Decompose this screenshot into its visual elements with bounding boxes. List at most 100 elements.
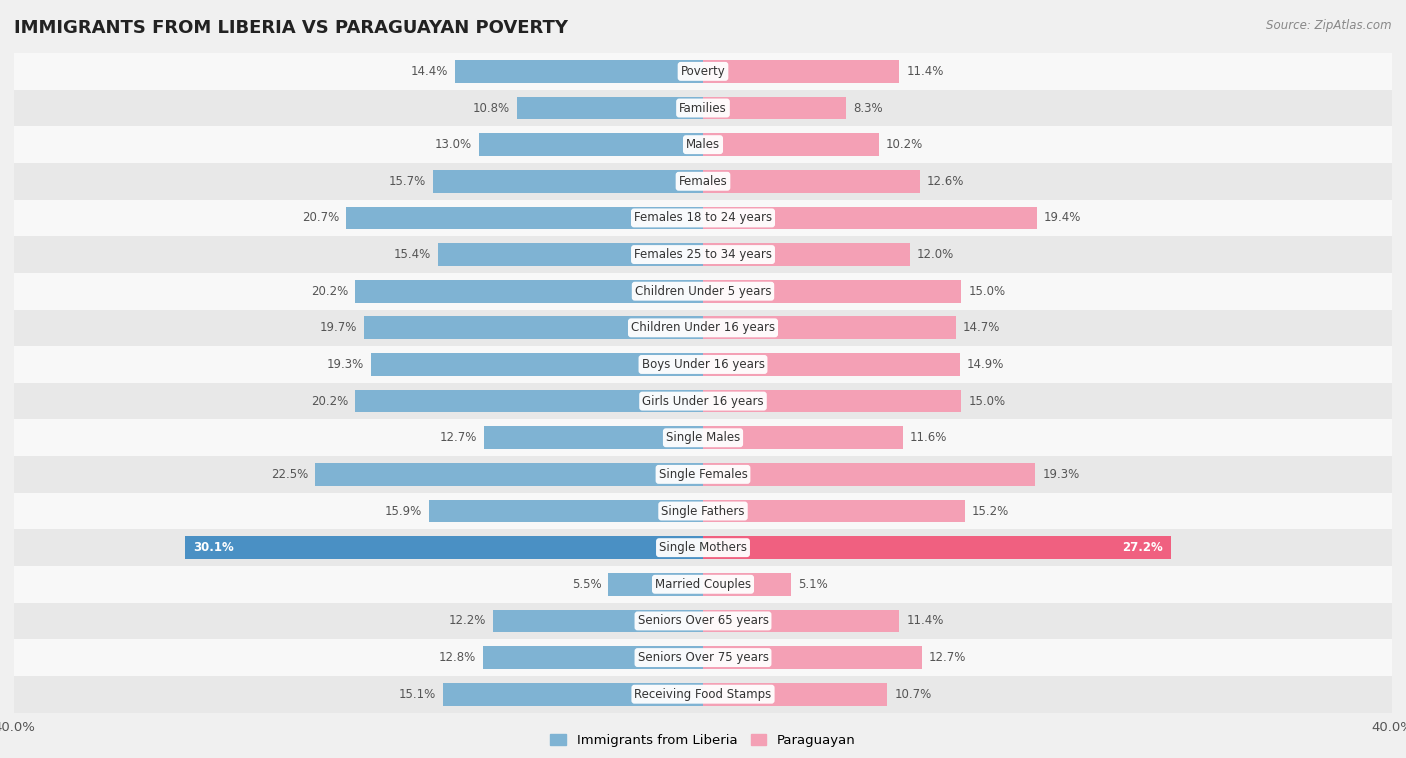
Text: 10.8%: 10.8% <box>472 102 510 114</box>
Bar <box>315 463 703 486</box>
Bar <box>14 493 1392 529</box>
Bar <box>703 683 887 706</box>
Bar <box>14 419 1392 456</box>
Text: 14.9%: 14.9% <box>966 358 1004 371</box>
Bar <box>703 463 1035 486</box>
Text: 15.4%: 15.4% <box>394 248 430 261</box>
Text: 30.1%: 30.1% <box>193 541 233 554</box>
Bar <box>371 353 703 376</box>
Text: Single Mothers: Single Mothers <box>659 541 747 554</box>
Text: Children Under 5 years: Children Under 5 years <box>634 285 772 298</box>
Bar <box>703 573 790 596</box>
Bar <box>703 133 879 156</box>
Text: Receiving Food Stamps: Receiving Food Stamps <box>634 688 772 700</box>
Bar <box>703 500 965 522</box>
Text: 13.0%: 13.0% <box>434 138 472 151</box>
Bar <box>703 609 900 632</box>
Bar <box>703 317 956 339</box>
Bar <box>494 609 703 632</box>
Text: 10.2%: 10.2% <box>886 138 922 151</box>
Text: Single Males: Single Males <box>666 431 740 444</box>
Bar <box>703 60 900 83</box>
Text: 12.8%: 12.8% <box>439 651 475 664</box>
Text: 12.2%: 12.2% <box>449 615 486 628</box>
Text: 20.2%: 20.2% <box>311 285 349 298</box>
Text: 10.7%: 10.7% <box>894 688 931 700</box>
Text: Single Fathers: Single Fathers <box>661 505 745 518</box>
Text: 15.7%: 15.7% <box>388 175 426 188</box>
Bar <box>429 500 703 522</box>
Bar <box>356 280 703 302</box>
Text: Married Couples: Married Couples <box>655 578 751 590</box>
Text: Seniors Over 75 years: Seniors Over 75 years <box>637 651 769 664</box>
Bar <box>14 639 1392 676</box>
Bar <box>364 317 703 339</box>
Text: 19.7%: 19.7% <box>319 321 357 334</box>
Bar <box>14 199 1392 236</box>
Bar <box>14 566 1392 603</box>
Bar <box>14 89 1392 127</box>
Text: 5.5%: 5.5% <box>572 578 602 590</box>
Text: 14.7%: 14.7% <box>963 321 1001 334</box>
Text: 11.6%: 11.6% <box>910 431 948 444</box>
Text: 15.0%: 15.0% <box>969 285 1005 298</box>
Text: 27.2%: 27.2% <box>1122 541 1163 554</box>
Text: 14.4%: 14.4% <box>411 65 449 78</box>
Text: 12.0%: 12.0% <box>917 248 953 261</box>
Bar <box>609 573 703 596</box>
Text: Poverty: Poverty <box>681 65 725 78</box>
Text: 15.1%: 15.1% <box>399 688 436 700</box>
Text: Source: ZipAtlas.com: Source: ZipAtlas.com <box>1267 19 1392 32</box>
Text: Single Females: Single Females <box>658 468 748 481</box>
Text: Seniors Over 65 years: Seniors Over 65 years <box>637 615 769 628</box>
Bar <box>703 647 922 669</box>
Bar <box>14 383 1392 419</box>
Bar <box>703 353 960 376</box>
Text: 11.4%: 11.4% <box>907 65 943 78</box>
Bar <box>14 127 1392 163</box>
Bar <box>443 683 703 706</box>
Bar <box>703 537 1171 559</box>
Legend: Immigrants from Liberia, Paraguayan: Immigrants from Liberia, Paraguayan <box>546 728 860 752</box>
Text: 15.0%: 15.0% <box>969 395 1005 408</box>
Bar <box>517 97 703 119</box>
Text: 12.7%: 12.7% <box>928 651 966 664</box>
Bar <box>14 456 1392 493</box>
Bar <box>14 346 1392 383</box>
Text: Females 25 to 34 years: Females 25 to 34 years <box>634 248 772 261</box>
Text: 20.2%: 20.2% <box>311 395 349 408</box>
Bar <box>703 280 962 302</box>
Text: Girls Under 16 years: Girls Under 16 years <box>643 395 763 408</box>
Bar <box>482 647 703 669</box>
Bar <box>14 53 1392 89</box>
Text: Males: Males <box>686 138 720 151</box>
Bar <box>14 273 1392 309</box>
Bar <box>437 243 703 266</box>
Bar <box>479 133 703 156</box>
Text: Children Under 16 years: Children Under 16 years <box>631 321 775 334</box>
Bar <box>356 390 703 412</box>
Text: Boys Under 16 years: Boys Under 16 years <box>641 358 765 371</box>
Bar <box>703 97 846 119</box>
Text: 20.7%: 20.7% <box>302 211 340 224</box>
Text: 12.7%: 12.7% <box>440 431 478 444</box>
Bar <box>184 537 703 559</box>
Text: Females: Females <box>679 175 727 188</box>
Bar <box>14 163 1392 199</box>
Text: 12.6%: 12.6% <box>927 175 965 188</box>
Bar <box>14 603 1392 639</box>
Bar <box>14 676 1392 713</box>
Bar <box>456 60 703 83</box>
Text: 5.1%: 5.1% <box>797 578 828 590</box>
Text: 19.3%: 19.3% <box>1042 468 1080 481</box>
Bar <box>703 243 910 266</box>
Bar <box>433 170 703 193</box>
Text: 19.3%: 19.3% <box>326 358 364 371</box>
Text: 15.2%: 15.2% <box>972 505 1010 518</box>
Bar <box>14 236 1392 273</box>
Bar <box>703 427 903 449</box>
Bar <box>703 390 962 412</box>
Text: Females 18 to 24 years: Females 18 to 24 years <box>634 211 772 224</box>
Bar <box>14 529 1392 566</box>
Bar <box>346 207 703 229</box>
